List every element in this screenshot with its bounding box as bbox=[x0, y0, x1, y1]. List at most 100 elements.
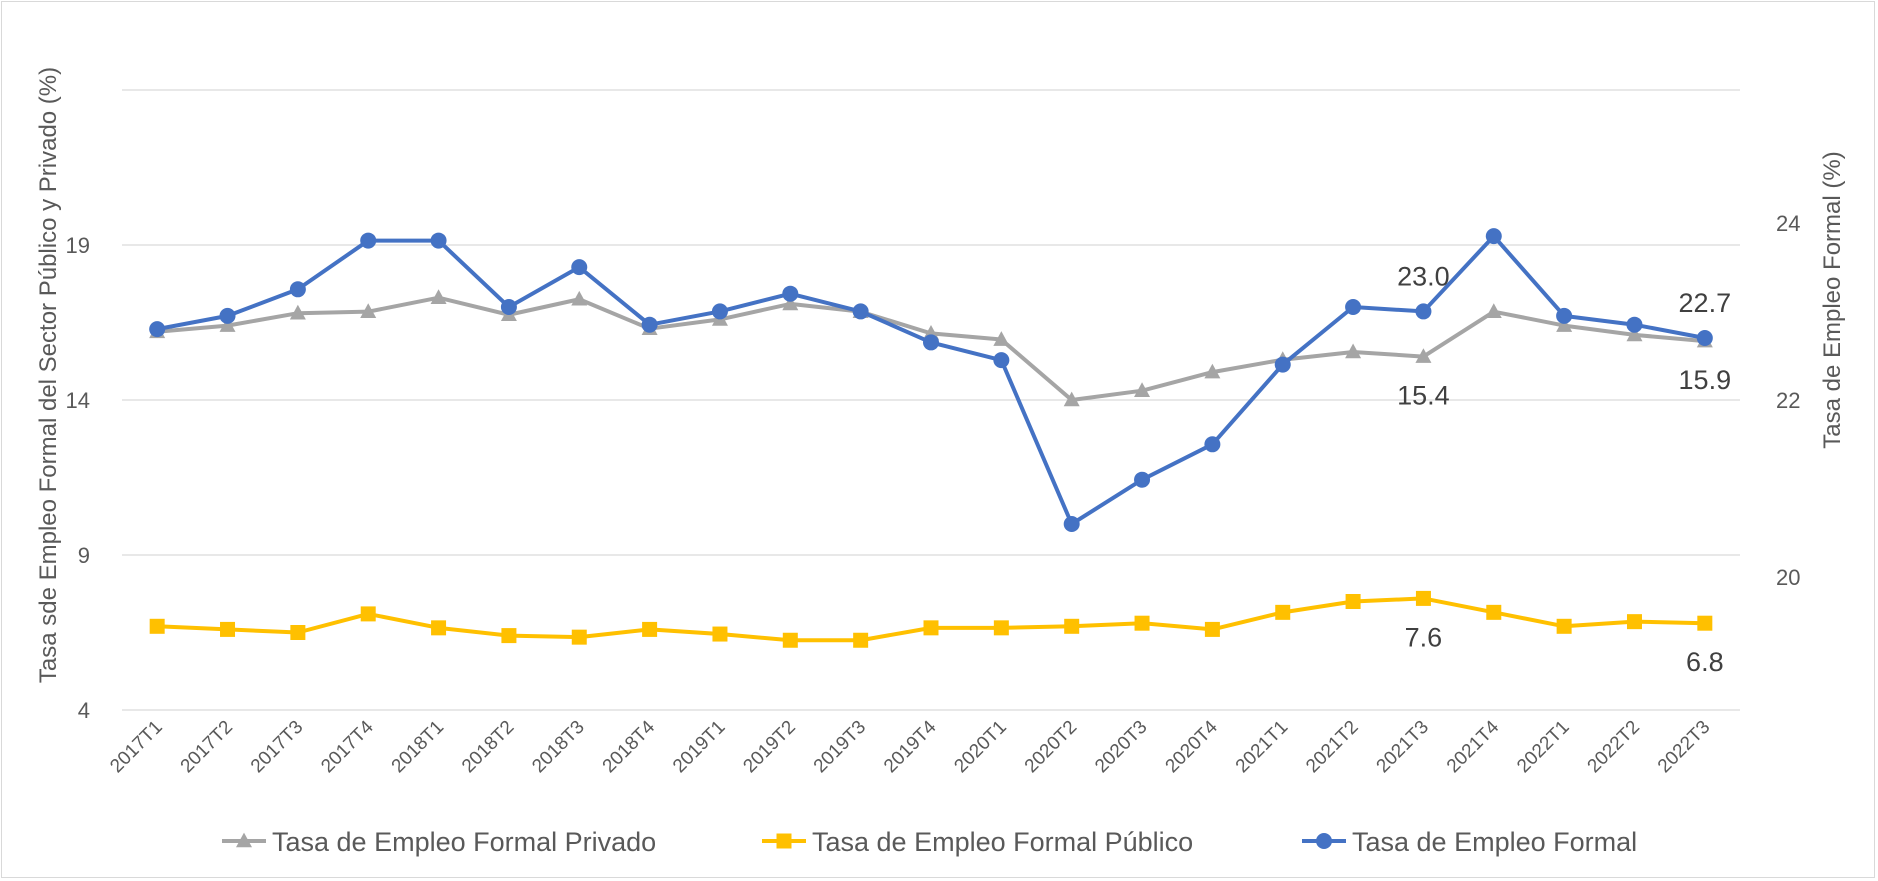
data-point bbox=[782, 295, 799, 311]
y-tick-right: 22 bbox=[1776, 388, 1800, 413]
series-line bbox=[156, 234, 1706, 526]
gridlines bbox=[122, 89, 1740, 711]
data-point bbox=[289, 281, 306, 298]
x-tick-label: 2020T2 bbox=[1021, 717, 1081, 777]
legend-marker bbox=[776, 833, 792, 849]
data-point bbox=[290, 625, 306, 640]
data-point bbox=[219, 317, 236, 332]
data-point bbox=[430, 232, 447, 249]
y-tick-right: 24 bbox=[1776, 211, 1800, 236]
legend-label: Tasa de Empleo Formal Público bbox=[812, 827, 1193, 857]
data-point bbox=[1626, 614, 1642, 630]
data-labels: 15.4 15.9 7.6 6.8 23.0 22.7 bbox=[1397, 261, 1731, 677]
y-axis-left-title: Tasa sde Empleo Formal del Sector Públic… bbox=[35, 67, 62, 683]
data-point bbox=[1626, 326, 1643, 342]
legend-item: Tasa de Empleo Formal Público bbox=[762, 827, 1193, 857]
data-point bbox=[1134, 382, 1151, 397]
y-tick-left: 9 bbox=[78, 543, 90, 568]
data-point bbox=[993, 620, 1009, 636]
data-point bbox=[1485, 303, 1502, 318]
data-point bbox=[923, 334, 939, 351]
data-point bbox=[711, 303, 728, 320]
data-point bbox=[360, 606, 376, 622]
data-point bbox=[149, 321, 166, 338]
data-point bbox=[1063, 391, 1080, 407]
data-label: 15.9 bbox=[1679, 365, 1732, 395]
legend-marker bbox=[236, 832, 252, 848]
data-point bbox=[782, 285, 799, 302]
data-point bbox=[1064, 618, 1080, 634]
series-square bbox=[149, 590, 1713, 648]
y-tick-left: 14 bbox=[66, 388, 90, 413]
x-tick-label: 2020T3 bbox=[1091, 717, 1151, 777]
legend: Tasa de Empleo Formal Privado Tasa de Emp… bbox=[222, 827, 1637, 857]
data-point bbox=[1345, 299, 1362, 315]
data-label: 6.8 bbox=[1686, 647, 1724, 677]
data-point bbox=[1556, 317, 1573, 332]
data-point bbox=[1134, 471, 1151, 488]
x-tick-label: 2018T1 bbox=[388, 717, 448, 777]
data-point bbox=[219, 307, 236, 324]
data-point bbox=[1626, 316, 1643, 333]
data-point bbox=[1486, 604, 1502, 620]
data-point bbox=[1556, 618, 1572, 634]
data-point bbox=[1275, 604, 1291, 620]
data-label: 15.4 bbox=[1397, 381, 1450, 411]
data-label: 22.7 bbox=[1679, 288, 1732, 318]
x-tick-label: 2021T3 bbox=[1373, 717, 1433, 777]
x-tick-label: 2017T4 bbox=[317, 716, 378, 777]
x-tick-label: 2020T4 bbox=[1162, 716, 1223, 777]
data-point bbox=[1485, 228, 1502, 245]
data-point bbox=[500, 299, 517, 315]
y-tick-right: 20 bbox=[1776, 565, 1800, 590]
data-point bbox=[642, 621, 658, 637]
data-point bbox=[1415, 303, 1432, 320]
legend-marker bbox=[1316, 833, 1332, 849]
data-point bbox=[1696, 330, 1713, 346]
series-circle bbox=[149, 228, 1713, 532]
data-point bbox=[360, 303, 377, 318]
data-point bbox=[571, 259, 588, 276]
y-axis-left-ticks: 4 9 14 19 bbox=[66, 233, 90, 723]
x-tick-label: 2020T1 bbox=[950, 717, 1010, 777]
x-tick-label: 2019T1 bbox=[669, 717, 729, 777]
data-point bbox=[1415, 590, 1431, 606]
data-point bbox=[571, 629, 587, 645]
data-point bbox=[1063, 516, 1080, 532]
data-point bbox=[430, 289, 447, 304]
data-point bbox=[1204, 436, 1221, 453]
x-tick-label: 2018T3 bbox=[528, 717, 588, 777]
data-point bbox=[852, 303, 869, 320]
x-tick-label: 2017T1 bbox=[106, 717, 166, 777]
data-point bbox=[712, 626, 728, 642]
x-tick-label: 2019T4 bbox=[880, 716, 941, 777]
data-point bbox=[782, 632, 798, 648]
x-tick-label: 2022T3 bbox=[1654, 717, 1714, 777]
data-point bbox=[1204, 363, 1221, 379]
x-tick-label: 2022T2 bbox=[1584, 717, 1644, 777]
data-point bbox=[641, 316, 658, 333]
data-point bbox=[993, 331, 1010, 346]
legend-label: Tasa de Empleo Formal Privado bbox=[272, 827, 656, 857]
data-point bbox=[360, 232, 377, 249]
y-tick-left: 4 bbox=[78, 698, 90, 723]
legend-item: Tasa de Empleo Formal bbox=[1302, 827, 1637, 857]
data-point bbox=[1697, 615, 1713, 631]
data-point bbox=[1204, 621, 1220, 637]
legend-label: Tasa de Empleo Formal bbox=[1352, 827, 1637, 857]
data-label: 7.6 bbox=[1405, 622, 1443, 652]
data-point bbox=[1274, 356, 1291, 373]
x-tick-label: 2021T4 bbox=[1443, 716, 1504, 777]
x-tick-label: 2021T1 bbox=[1232, 717, 1292, 777]
data-point bbox=[431, 620, 447, 636]
data-point bbox=[1134, 615, 1150, 631]
data-point bbox=[993, 352, 1010, 369]
data-label: 23.0 bbox=[1397, 261, 1450, 291]
data-point bbox=[220, 621, 236, 637]
x-tick-label: 2017T3 bbox=[247, 717, 307, 777]
data-point bbox=[1345, 343, 1362, 359]
x-tick-label: 2021T2 bbox=[1302, 717, 1362, 777]
data-point bbox=[853, 632, 869, 648]
